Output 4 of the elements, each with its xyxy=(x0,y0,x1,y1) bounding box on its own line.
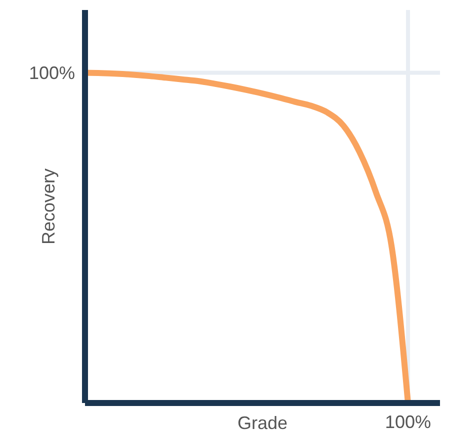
text: 100% xyxy=(384,412,432,432)
x-axis-title: Grade xyxy=(237,413,288,433)
y-axis-title: Recovery xyxy=(38,168,58,245)
ref-line-label: 100% xyxy=(28,63,75,84)
